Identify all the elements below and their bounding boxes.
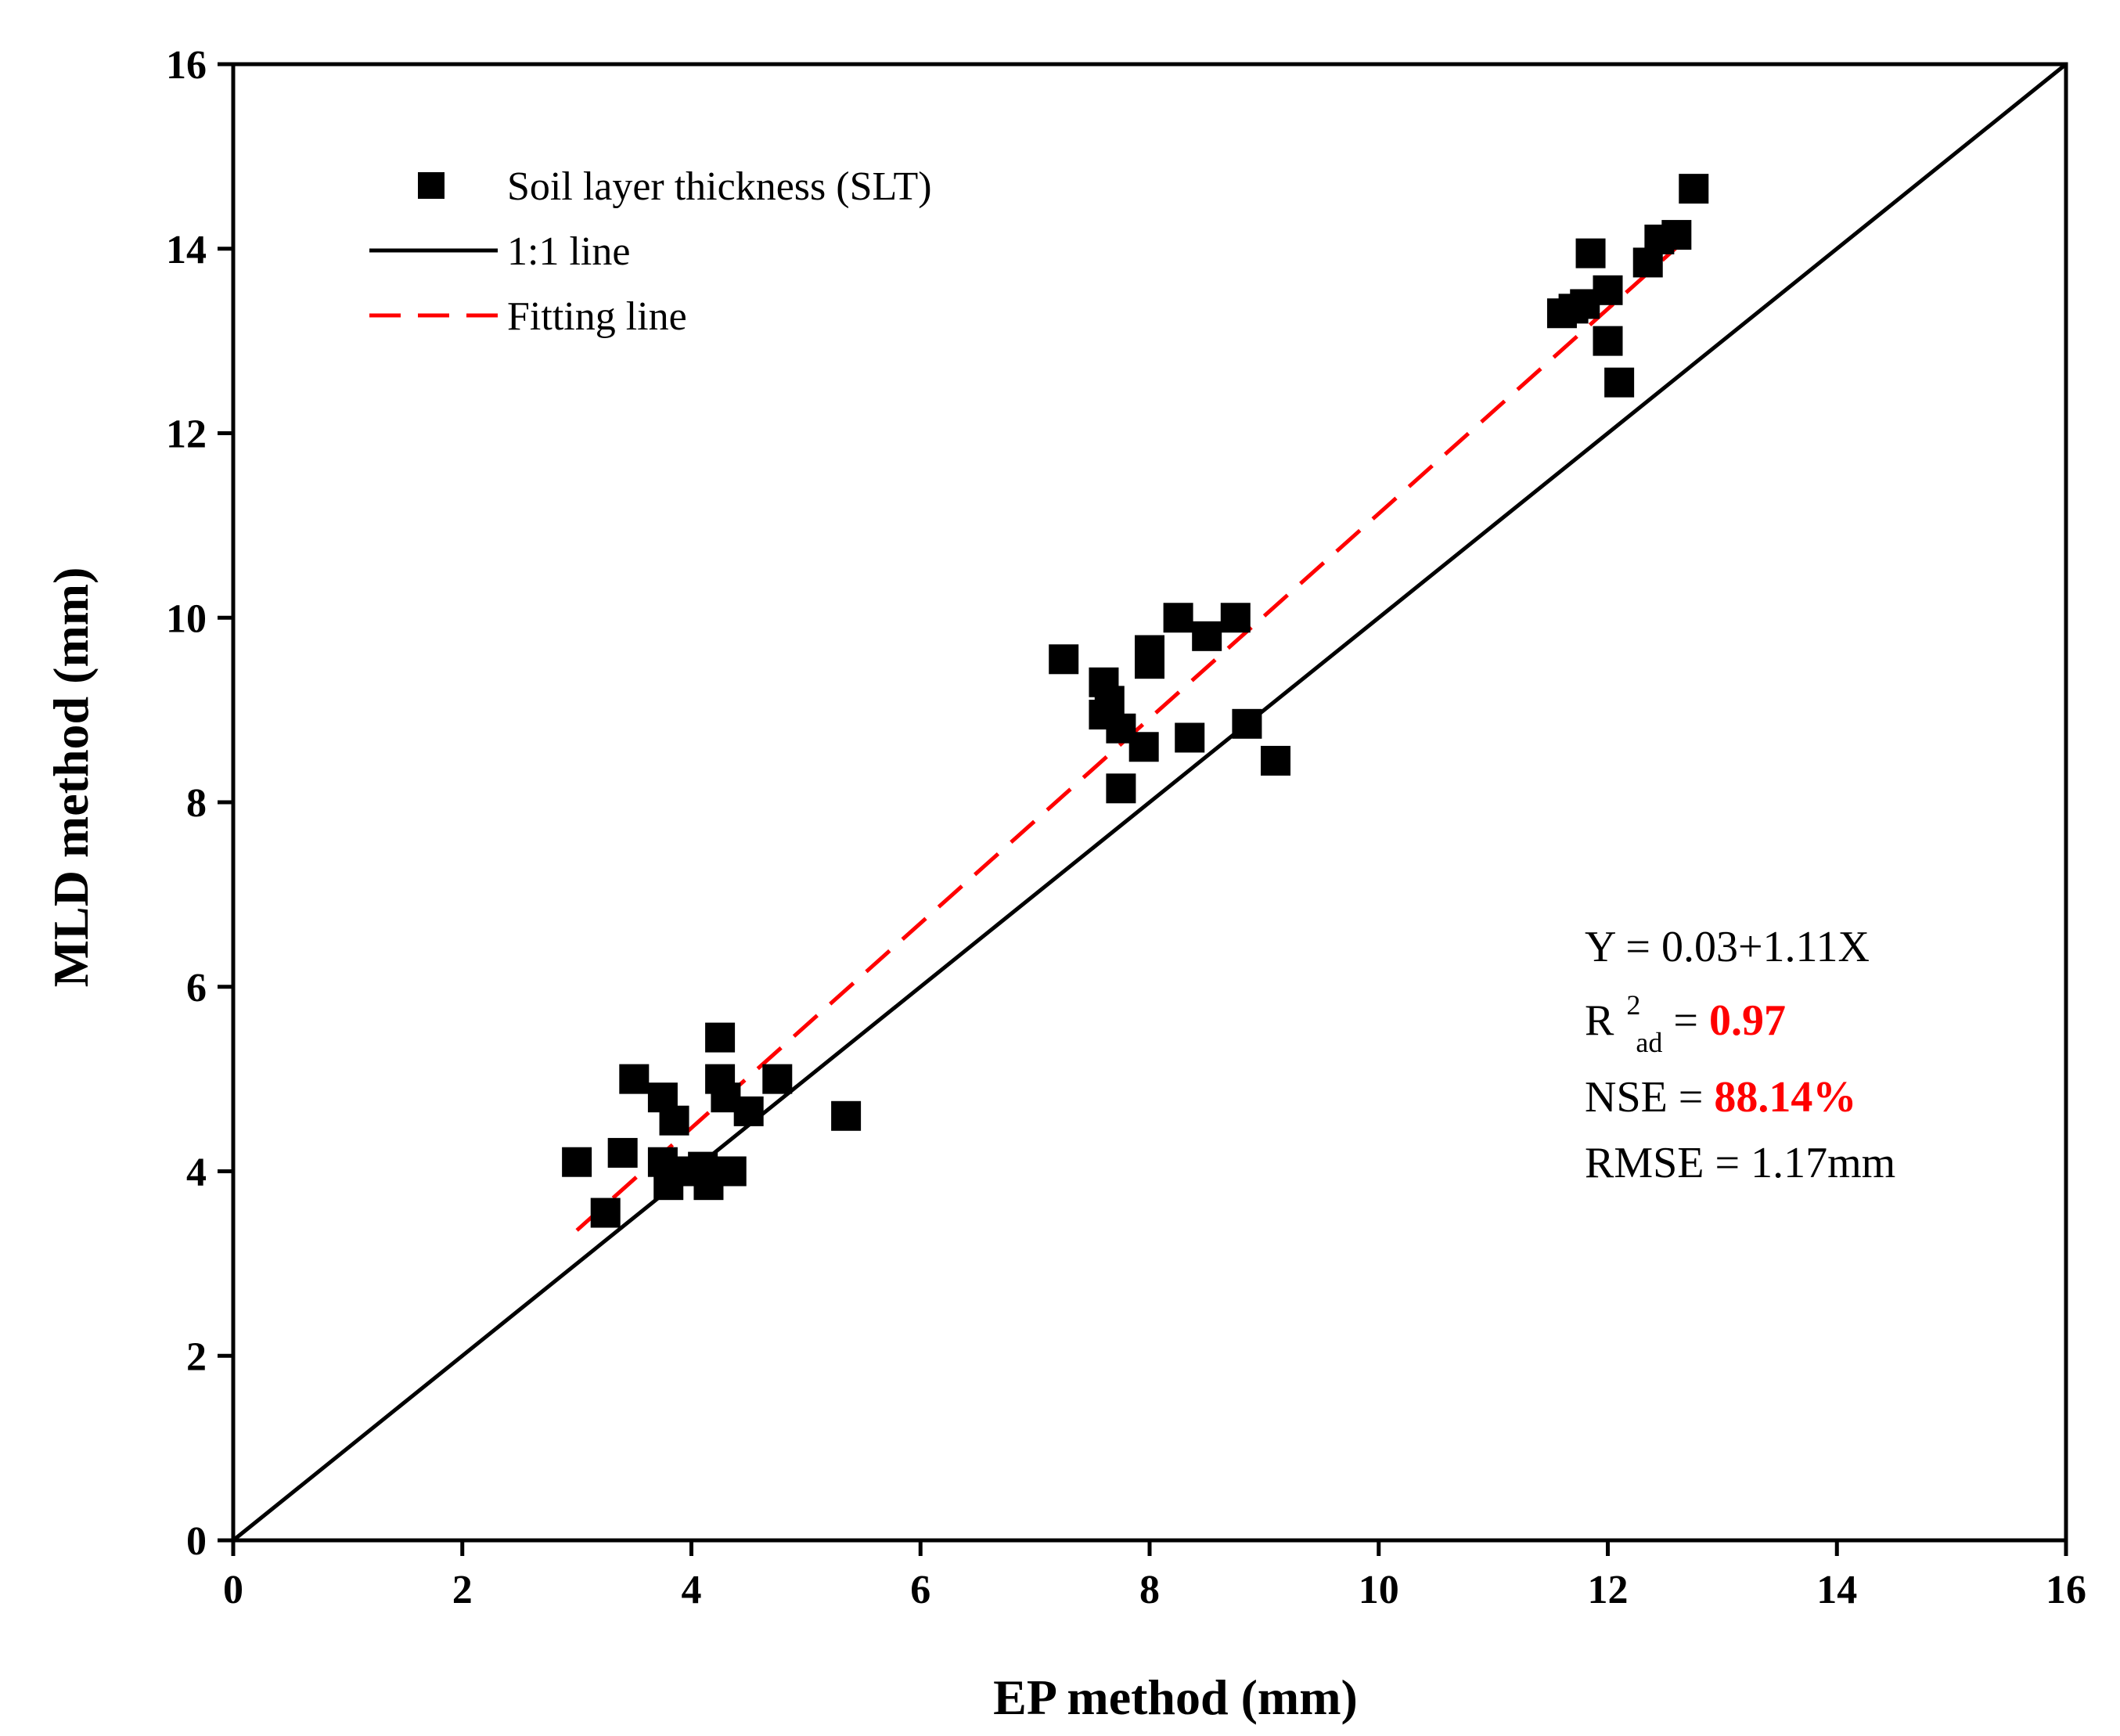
data-point bbox=[1192, 621, 1222, 651]
data-point bbox=[1575, 238, 1606, 268]
r2-value: 0.97 bbox=[1709, 996, 1786, 1045]
y-tick-label: 12 bbox=[166, 412, 207, 457]
x-tick-label: 4 bbox=[682, 1568, 702, 1612]
data-point bbox=[1604, 367, 1635, 398]
data-point bbox=[1049, 644, 1079, 675]
data-point bbox=[1106, 773, 1136, 804]
data-point bbox=[831, 1100, 862, 1131]
x-tick-label: 2 bbox=[452, 1568, 473, 1612]
y-tick-label: 2 bbox=[186, 1334, 207, 1379]
data-point bbox=[1232, 708, 1262, 739]
x-tick-label: 16 bbox=[2046, 1568, 2086, 1612]
data-point bbox=[1593, 326, 1623, 356]
x-tick-label: 12 bbox=[1588, 1568, 1629, 1612]
y-tick-label: 0 bbox=[186, 1519, 207, 1564]
legend-label-slt: Soil layer thickness (SLT) bbox=[507, 164, 932, 209]
data-point bbox=[659, 1105, 689, 1136]
x-tick-label: 0 bbox=[223, 1568, 243, 1612]
y-axis-title: MLD method (mm) bbox=[43, 567, 99, 988]
y-tick-label: 6 bbox=[186, 966, 207, 1010]
x-tick-label: 14 bbox=[1816, 1568, 1857, 1612]
y-tick-label: 10 bbox=[166, 596, 207, 641]
r2-stat: R 2 ad = 0.97 bbox=[1585, 976, 1786, 1062]
legend-label-one-to-one: 1:1 line bbox=[507, 229, 630, 274]
data-point bbox=[590, 1198, 621, 1228]
x-axis-title: EP method (mm) bbox=[993, 1669, 1358, 1725]
r2-equals: = bbox=[1673, 996, 1709, 1045]
stats-annotation: Y = 0.03+1.11X R 2 ad = 0.97 NSE = 88.14… bbox=[1585, 923, 1895, 1187]
data-point bbox=[1261, 745, 1291, 776]
axes: 0 2 4 6 8 10 12 14 16 0 2 4 6 8 10 12 14 16 bbox=[166, 43, 2086, 1612]
data-point bbox=[1128, 732, 1159, 762]
x-tick-label: 6 bbox=[910, 1568, 930, 1612]
nse-stat: NSE = 88.14% bbox=[1585, 1073, 1856, 1122]
nse-label: NSE = bbox=[1585, 1073, 1714, 1122]
one-to-one-line bbox=[232, 63, 2068, 1542]
data-point bbox=[1679, 174, 1709, 204]
y-tick-label: 16 bbox=[166, 43, 207, 88]
x-tick-label: 8 bbox=[1139, 1568, 1160, 1612]
fit-equation: Y = 0.03+1.11X bbox=[1585, 923, 1870, 971]
data-point bbox=[1661, 220, 1692, 250]
data-point bbox=[762, 1064, 793, 1094]
rmse-stat: RMSE = 1.17mm bbox=[1585, 1139, 1895, 1187]
nse-value: 88.14% bbox=[1714, 1073, 1856, 1122]
x-tick-label: 10 bbox=[1359, 1568, 1399, 1612]
y-tick-label: 14 bbox=[166, 228, 207, 272]
y-tick-label: 8 bbox=[186, 781, 207, 826]
plot-area bbox=[232, 63, 2068, 1542]
legend: Soil layer thickness (SLT) 1:1 line Fitt… bbox=[369, 164, 932, 339]
data-point bbox=[607, 1137, 638, 1168]
data-point bbox=[1220, 603, 1251, 633]
r2-superscript: 2 bbox=[1626, 989, 1640, 1021]
legend-label-fitting: Fitting line bbox=[507, 294, 687, 339]
data-point bbox=[1175, 722, 1205, 753]
data-point bbox=[562, 1147, 592, 1177]
r2-subscript: ad bbox=[1636, 1027, 1662, 1058]
data-point bbox=[733, 1096, 764, 1126]
y-tick-label: 4 bbox=[186, 1151, 207, 1195]
data-point bbox=[716, 1156, 747, 1187]
data-point bbox=[619, 1064, 650, 1094]
data-point bbox=[1163, 603, 1193, 633]
data-point bbox=[1135, 649, 1164, 679]
legend-marker-square bbox=[418, 172, 445, 199]
data-point bbox=[705, 1022, 736, 1053]
data-point bbox=[1593, 275, 1623, 305]
r2-label: R bbox=[1585, 996, 1614, 1045]
